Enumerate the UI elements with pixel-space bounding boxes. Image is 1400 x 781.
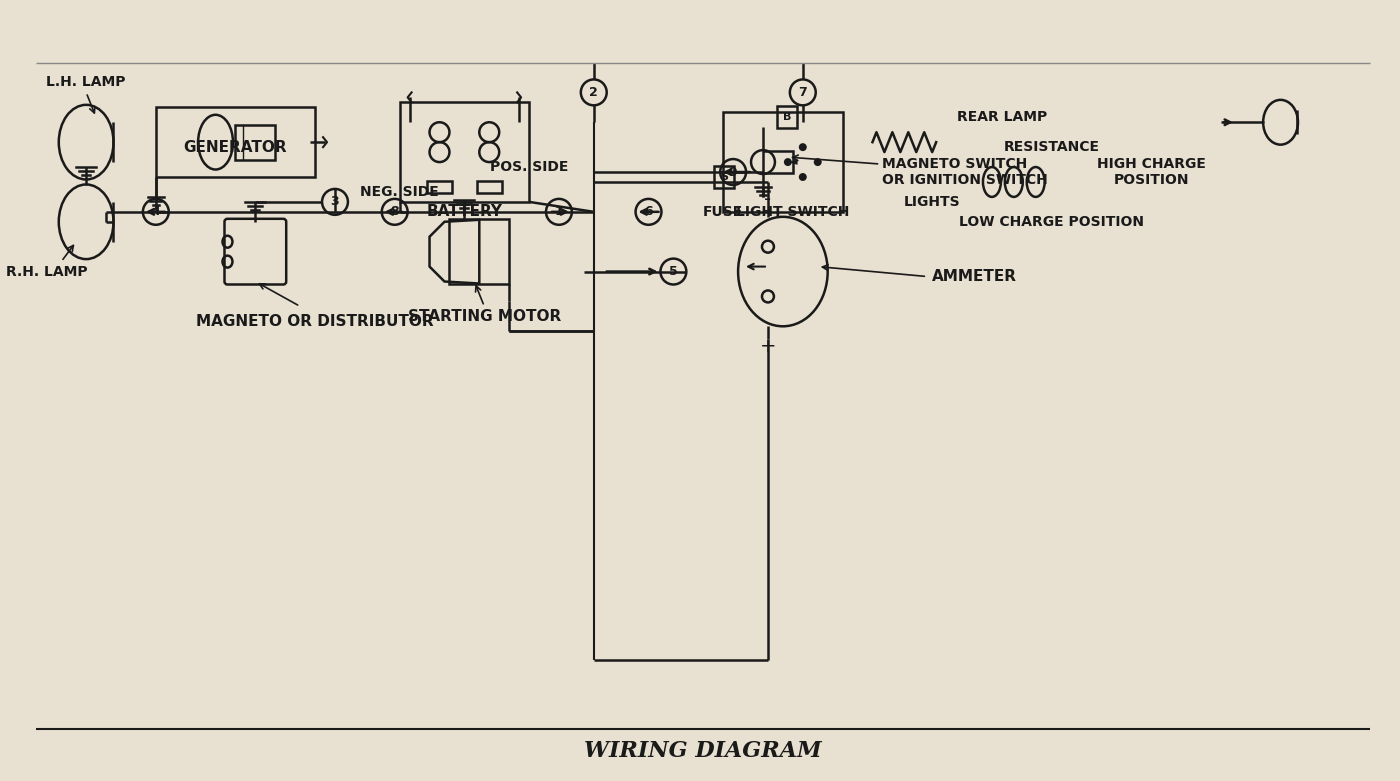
Text: AMMETER: AMMETER bbox=[932, 269, 1018, 284]
Text: ◄: ◄ bbox=[788, 157, 797, 167]
Circle shape bbox=[813, 158, 822, 166]
Text: 8: 8 bbox=[391, 205, 399, 219]
Text: -: - bbox=[764, 191, 771, 209]
Text: BATTERY: BATTERY bbox=[427, 205, 503, 219]
Bar bbox=[155, 107, 315, 177]
Text: S: S bbox=[720, 172, 728, 182]
Text: 2: 2 bbox=[589, 86, 598, 99]
Circle shape bbox=[799, 173, 806, 181]
Bar bbox=[399, 102, 529, 201]
Text: HIGH CHARGE
POSITION: HIGH CHARGE POSITION bbox=[1096, 157, 1205, 187]
Text: NEG. SIDE: NEG. SIDE bbox=[360, 185, 440, 199]
Text: MAGNETO OR DISTRIBUTOR: MAGNETO OR DISTRIBUTOR bbox=[196, 314, 434, 329]
Text: REAR LAMP: REAR LAMP bbox=[956, 110, 1047, 124]
Text: LIGHT SWITCH: LIGHT SWITCH bbox=[736, 205, 850, 219]
Text: FUSE: FUSE bbox=[703, 205, 743, 219]
Text: R.H. LAMP: R.H. LAMP bbox=[6, 265, 87, 279]
Text: MAGNETO SWITCH
OR IGNITION SWITCH: MAGNETO SWITCH OR IGNITION SWITCH bbox=[882, 157, 1049, 187]
Bar bbox=[477, 181, 501, 193]
Text: 3: 3 bbox=[330, 195, 339, 209]
Text: 1: 1 bbox=[554, 205, 563, 219]
Text: LIGHTS: LIGHTS bbox=[904, 195, 960, 209]
Circle shape bbox=[799, 143, 806, 151]
Text: RESISTANCE: RESISTANCE bbox=[1004, 140, 1099, 154]
Text: 7: 7 bbox=[798, 86, 808, 99]
Text: 4: 4 bbox=[151, 205, 160, 219]
Text: B: B bbox=[783, 112, 791, 123]
Bar bbox=[724, 112, 843, 212]
Text: 9: 9 bbox=[729, 166, 738, 179]
Text: +: + bbox=[760, 337, 776, 355]
Text: L.H. LAMP: L.H. LAMP bbox=[46, 76, 126, 90]
Bar bbox=[235, 125, 276, 159]
Bar bbox=[449, 219, 510, 284]
Text: LOW CHARGE POSITION: LOW CHARGE POSITION bbox=[959, 215, 1144, 229]
Text: WIRING DIAGRAM: WIRING DIAGRAM bbox=[584, 740, 822, 762]
Bar bbox=[763, 151, 792, 173]
Text: GENERATOR: GENERATOR bbox=[183, 140, 287, 155]
Circle shape bbox=[784, 158, 792, 166]
Text: 6: 6 bbox=[644, 205, 652, 219]
Text: POS. SIDE: POS. SIDE bbox=[490, 160, 568, 174]
Bar bbox=[427, 181, 452, 193]
Text: 5: 5 bbox=[669, 265, 678, 278]
Text: STARTING MOTOR: STARTING MOTOR bbox=[407, 308, 561, 324]
